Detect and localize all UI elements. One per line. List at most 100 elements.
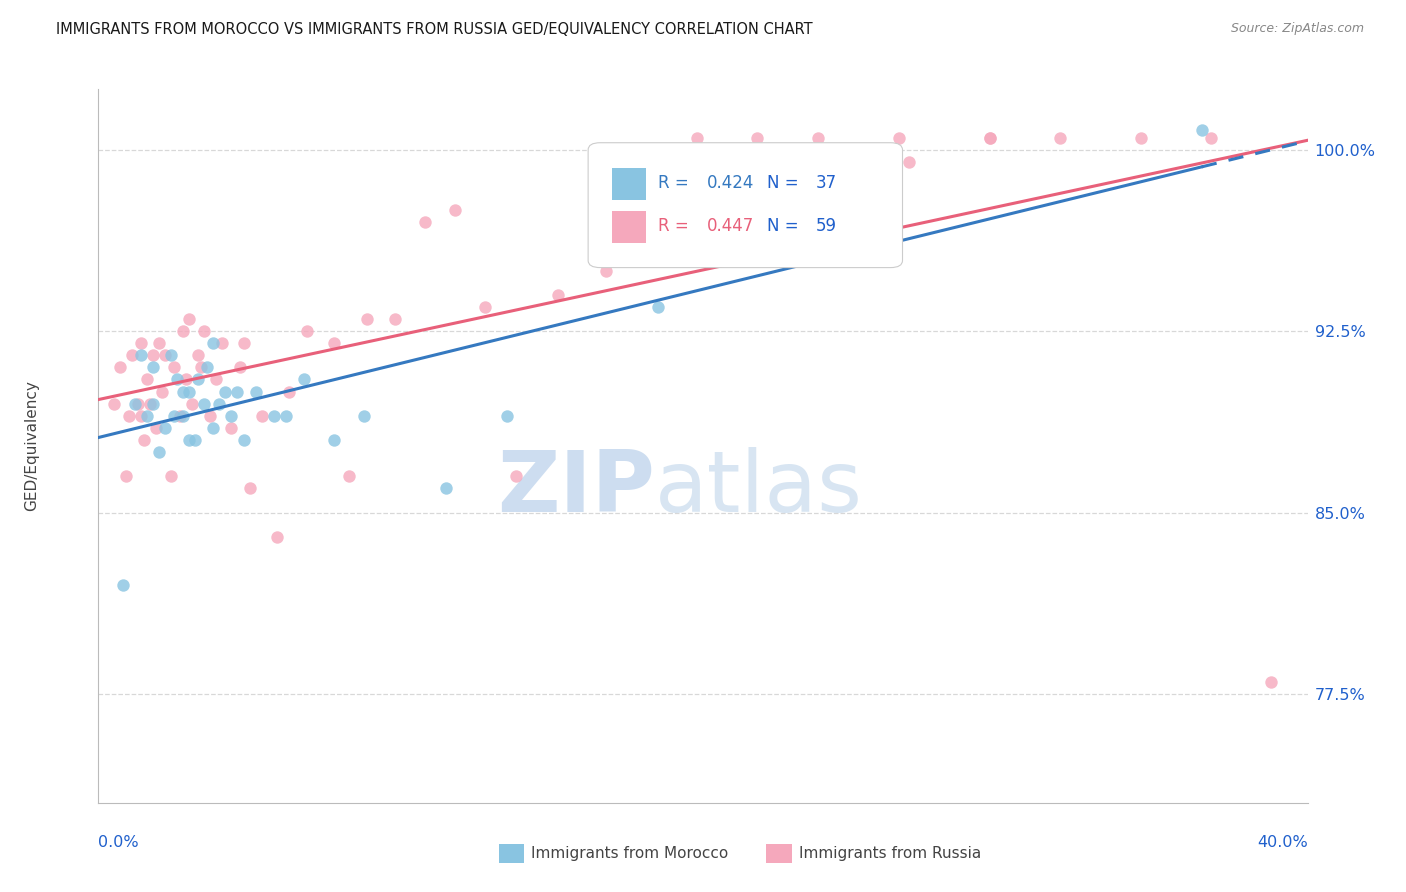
Point <box>979 130 1001 145</box>
Point <box>444 203 467 218</box>
Point <box>160 469 183 483</box>
Point <box>132 433 155 447</box>
Point <box>103 397 125 411</box>
Point <box>353 409 375 423</box>
Point <box>1049 130 1071 145</box>
Point <box>153 421 176 435</box>
Point <box>897 154 920 169</box>
Point <box>118 409 141 423</box>
Point <box>172 409 194 423</box>
Point <box>434 481 457 495</box>
Point <box>114 469 136 483</box>
Point <box>163 409 186 423</box>
Point <box>172 384 194 399</box>
Point <box>179 433 201 447</box>
Point <box>221 421 243 435</box>
Point <box>181 397 204 411</box>
Point <box>184 433 207 447</box>
Point <box>148 445 170 459</box>
Point <box>142 348 165 362</box>
Point <box>747 130 769 145</box>
Point <box>586 203 609 218</box>
Point <box>148 336 170 351</box>
Point <box>187 348 209 362</box>
Point <box>232 336 254 351</box>
Point <box>239 481 262 495</box>
Point <box>245 384 267 399</box>
Point <box>127 397 149 411</box>
Bar <box>613 211 647 243</box>
Point <box>202 421 225 435</box>
Point <box>153 348 176 362</box>
Text: R =: R = <box>658 218 695 235</box>
Point <box>686 130 709 145</box>
Point <box>139 397 162 411</box>
Point <box>124 397 146 411</box>
FancyBboxPatch shape <box>588 143 903 268</box>
Point <box>229 360 252 375</box>
Point <box>179 312 201 326</box>
Text: 0.424: 0.424 <box>707 175 754 193</box>
Point <box>208 397 231 411</box>
Point <box>169 409 191 423</box>
Point <box>274 409 297 423</box>
Point <box>889 130 911 145</box>
Point <box>1199 130 1222 145</box>
Point <box>323 433 346 447</box>
Point <box>595 263 617 277</box>
Point <box>214 384 236 399</box>
Point <box>205 372 228 386</box>
Point <box>263 409 285 423</box>
Point <box>547 288 569 302</box>
Point <box>323 336 346 351</box>
Point <box>195 360 218 375</box>
Point <box>108 360 131 375</box>
Text: 0.0%: 0.0% <box>98 835 139 850</box>
Point <box>226 384 249 399</box>
Point <box>200 409 222 423</box>
Text: 0.447: 0.447 <box>707 218 754 235</box>
Point <box>121 348 143 362</box>
Point <box>495 409 517 423</box>
Point <box>129 409 152 423</box>
Point <box>129 348 152 362</box>
Point <box>1260 674 1282 689</box>
Text: GED/Equivalency: GED/Equivalency <box>24 381 39 511</box>
Text: Immigrants from Morocco: Immigrants from Morocco <box>531 847 728 861</box>
Point <box>277 384 299 399</box>
Text: N =: N = <box>768 218 804 235</box>
Point <box>202 336 225 351</box>
Point <box>129 336 152 351</box>
Text: 37: 37 <box>815 175 837 193</box>
Point <box>505 469 527 483</box>
Point <box>135 372 157 386</box>
Point <box>1130 130 1153 145</box>
Point <box>221 409 243 423</box>
Point <box>166 372 188 386</box>
Point <box>250 409 273 423</box>
Point <box>232 433 254 447</box>
Point <box>211 336 233 351</box>
Point <box>179 384 201 399</box>
Text: Source: ZipAtlas.com: Source: ZipAtlas.com <box>1230 22 1364 36</box>
Point <box>142 397 165 411</box>
Point <box>384 312 406 326</box>
Point <box>807 130 830 145</box>
Point <box>647 300 669 314</box>
Point <box>172 324 194 338</box>
Point <box>160 348 183 362</box>
Point <box>413 215 436 229</box>
Text: Immigrants from Russia: Immigrants from Russia <box>799 847 981 861</box>
Point <box>979 130 1001 145</box>
Text: ZIP: ZIP <box>496 447 655 531</box>
Point <box>193 397 215 411</box>
Point <box>292 372 315 386</box>
Point <box>637 143 659 157</box>
Text: atlas: atlas <box>655 447 863 531</box>
Text: N =: N = <box>768 175 804 193</box>
Text: 40.0%: 40.0% <box>1257 835 1308 850</box>
Point <box>337 469 360 483</box>
Text: R =: R = <box>658 175 695 193</box>
Bar <box>613 168 647 200</box>
Point <box>266 530 288 544</box>
